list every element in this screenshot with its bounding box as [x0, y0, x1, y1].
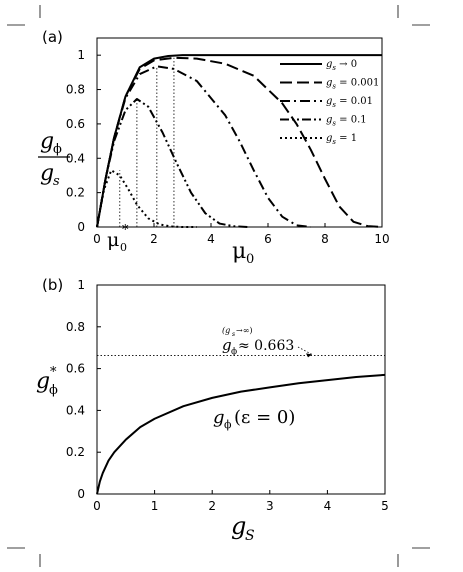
a-x-tick-label: 2 [150, 232, 158, 246]
a-y-tick-label: 0.6 [66, 117, 85, 131]
mu0-star-sup: * [122, 223, 129, 238]
panel-b-x-label: g S [231, 512, 255, 544]
b-x-tick-label: 5 [381, 499, 389, 513]
panel-a-x-label-sub: 0 [246, 252, 254, 267]
asymptote-label-sup-rest: →∞) [236, 326, 253, 335]
panel-a: (a) 0 2 4 6 8 10 0 0.2 0.4 0.6 0.8 1 g ϕ g s μ 0 μ… [38, 28, 390, 267]
b-y-tick-label: 1 [77, 278, 85, 292]
panel-b-series [96, 373, 386, 495]
legend-entry-1: gs = 0.001 [326, 78, 379, 91]
a-series-line-4 [96, 169, 197, 228]
crop-marks [7, 5, 430, 567]
panel-a-series [96, 54, 383, 228]
b-x-tick-label: 0 [93, 499, 101, 513]
b-x-tick-label: 1 [151, 499, 159, 513]
panel-a-y-ticks: 0 0.2 0.4 0.6 0.8 1 [66, 48, 101, 234]
panel-b-frame [96, 284, 386, 495]
panel-a-peak-markers [119, 57, 175, 227]
a-y-tick-label: 0.8 [66, 83, 85, 97]
legend-entry-3: gs = 0.1 [326, 115, 367, 128]
panel-b-x-label-sub: S [245, 528, 255, 544]
asymptote-arrow-head [306, 353, 312, 358]
panel-b-curve-label: g ϕ (ε = 0) [213, 407, 295, 431]
panel-a-y-label-den: g [40, 161, 54, 186]
a-y-tick-label: 0.4 [66, 151, 85, 165]
legend-entry-2: gs = 0.01 [326, 96, 373, 109]
panel-a-x-label: μ 0 [232, 239, 254, 267]
panel-b-y-label: g ϕ * [36, 365, 58, 398]
b-y-tick-label: 0.8 [66, 320, 85, 334]
panel-b-y-label-sub: ϕ [49, 383, 58, 398]
a-x-tick-label: 6 [264, 232, 272, 246]
mu0-star-sub: 0 [120, 241, 127, 254]
a-y-tick-label: 1 [77, 48, 85, 62]
panel-a-y-label-num-sub: ϕ [53, 142, 62, 157]
b-y-tick-label: 0.2 [66, 445, 85, 459]
a-x-tick-label: 8 [321, 232, 329, 246]
b-x-tick-label: 3 [266, 499, 274, 513]
panel-b: (b) 0 1 2 3 4 5 0 0.2 0.4 0.6 0.8 1 g ϕ * g S (g s… [36, 276, 389, 544]
panel-b-x-ticks: 0 1 2 3 4 5 [93, 490, 389, 513]
panel-b-y-label-main: g [36, 369, 50, 394]
panel-a-y-label-den-sub: s [53, 174, 60, 189]
panel-b-asymptote-label: (g s →∞) g ϕ ≈ 0.663 [222, 326, 294, 357]
b-y-tick-label: 0 [77, 487, 85, 501]
curve-label-rest: (ε = 0) [234, 407, 295, 428]
b-x-tick-label: 4 [324, 499, 332, 513]
asymptote-label-rest: ≈ 0.663 [238, 338, 294, 354]
panel-b-asymptote [97, 346, 385, 358]
a-x-tick-label: 4 [207, 232, 215, 246]
asymptote-label-sup: (g [222, 326, 230, 335]
b-x-tick-label: 2 [208, 499, 216, 513]
a-series-line-2 [96, 65, 311, 228]
panel-b-label: (b) [42, 276, 63, 294]
panel-a-label: (a) [42, 28, 63, 46]
panel-a-x-ticks: 0 2 4 6 8 10 [93, 223, 390, 246]
mu0-star-main: μ [107, 229, 119, 251]
panel-b-y-label-sup: * [50, 365, 57, 380]
a-y-tick-label: 0 [77, 220, 85, 234]
b-series-line-0 [96, 373, 386, 495]
panel-b-y-ticks: 0 0.2 0.4 0.6 0.8 1 [66, 278, 101, 501]
panel-a-y-label-num: g [40, 129, 54, 154]
panel-a-x-label-main: μ [232, 239, 246, 264]
a-x-tick-label: 0 [93, 232, 101, 246]
legend-entry-0: gs → 0 [326, 59, 357, 72]
panel-b-x-label-main: g [231, 512, 246, 540]
asymptote-label-sub: ϕ [231, 347, 237, 357]
asymptote-label-main: g [222, 336, 232, 354]
b-y-tick-label: 0.6 [66, 362, 85, 376]
panel-a-y-label: g ϕ g s [38, 129, 70, 189]
curve-label-main: g [213, 407, 225, 428]
legend-entry-4: gs = 1 [326, 133, 357, 146]
panel-a-mu0-star-annotation: μ 0 * [107, 223, 129, 254]
panel-a-legend: gs → 0 gs = 0.001 gs = 0.01 gs = 0.1 gs = 1 [280, 59, 379, 146]
asymptote-arrow-line [297, 346, 313, 355]
a-y-tick-label: 0.2 [66, 186, 85, 200]
a-series-line-3 [96, 98, 249, 228]
asymptote-label-sup-sub: s [232, 331, 235, 338]
b-y-tick-label: 0.4 [66, 403, 85, 417]
a-x-tick-label: 10 [374, 232, 389, 246]
curve-label-sub: ϕ [224, 418, 232, 431]
